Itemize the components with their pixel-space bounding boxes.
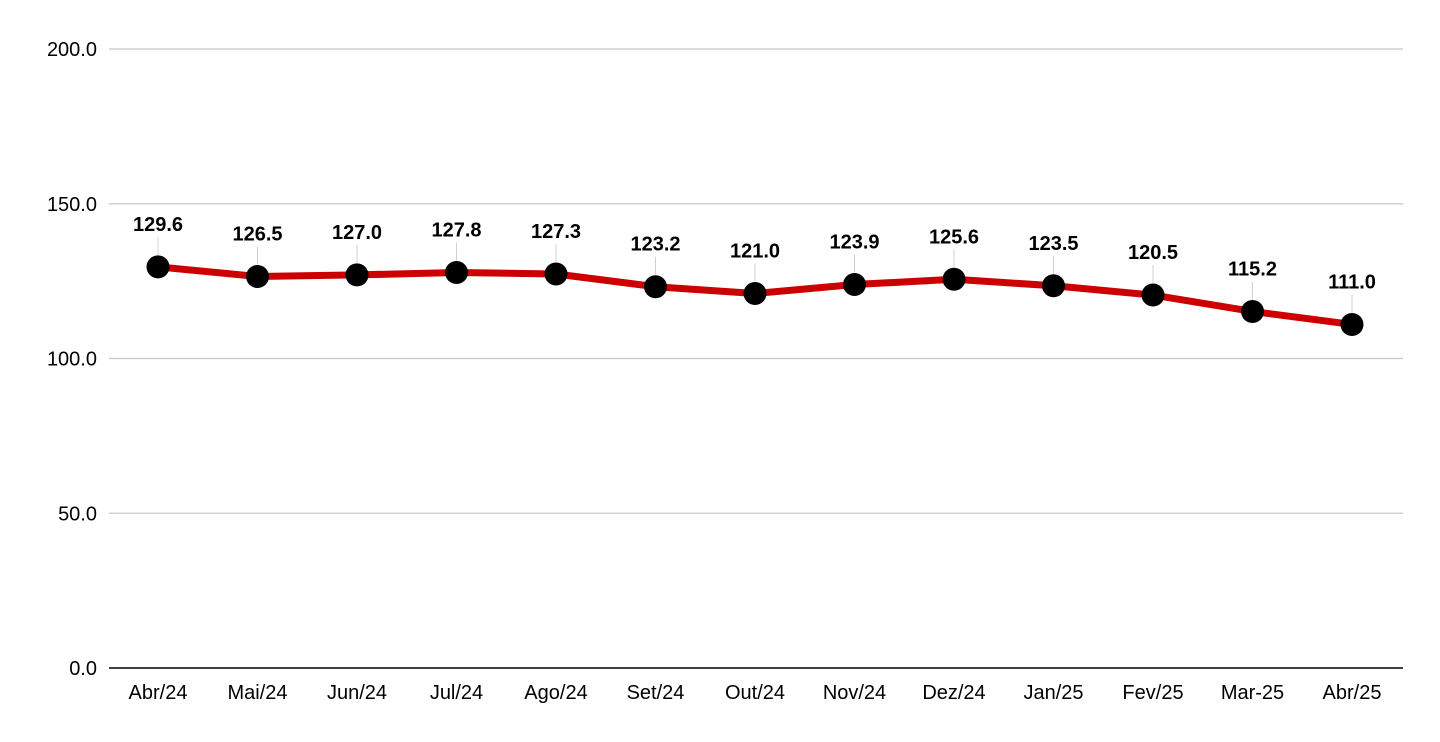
x-tick-label: Dez/24 bbox=[922, 682, 985, 704]
x-tick-label: Abr/25 bbox=[1323, 682, 1382, 704]
data-label: 125.6 bbox=[929, 226, 979, 248]
y-tick-label: 0.0 bbox=[69, 658, 97, 680]
data-point-marker bbox=[544, 262, 568, 286]
data-label: 127.0 bbox=[332, 222, 382, 244]
data-point-marker bbox=[1141, 283, 1165, 307]
data-point-marker bbox=[1340, 312, 1364, 336]
x-tick-label: Abr/24 bbox=[129, 682, 188, 704]
data-label: 123.5 bbox=[1028, 233, 1078, 255]
data-label: 123.2 bbox=[630, 234, 680, 256]
data-label: 126.5 bbox=[232, 223, 282, 245]
y-tick-label: 50.0 bbox=[58, 503, 97, 525]
x-tick-label: Mai/24 bbox=[227, 682, 287, 704]
data-point-marker bbox=[743, 282, 767, 306]
data-label: 129.6 bbox=[133, 214, 183, 236]
y-tick-label: 200.0 bbox=[47, 39, 97, 61]
x-axis-tick-labels: Abr/24 Mai/24 Jun/24 Jul/24 Ago/24 Set/24 Out/… bbox=[129, 682, 1382, 704]
x-tick-label: Mar-25 bbox=[1221, 682, 1284, 704]
data-label: 123.9 bbox=[829, 232, 879, 254]
x-tick-label: Jun/24 bbox=[327, 682, 387, 704]
data-point-marker bbox=[942, 267, 966, 291]
data-label: 115.2 bbox=[1228, 258, 1277, 280]
x-tick-label: Nov/24 bbox=[823, 682, 886, 704]
y-tick-label: 150.0 bbox=[47, 194, 97, 216]
data-point-marker bbox=[445, 260, 468, 284]
y-axis-tick-labels: 0.0 50.0 100.0 150.0 200.0 bbox=[47, 39, 97, 680]
x-tick-label: Jan/25 bbox=[1023, 682, 1083, 704]
data-label: 127.8 bbox=[431, 219, 481, 241]
data-point-marker bbox=[146, 255, 170, 279]
data-point-marker bbox=[1241, 299, 1264, 323]
x-tick-label: Ago/24 bbox=[524, 682, 587, 704]
data-label: 120.5 bbox=[1128, 242, 1178, 264]
x-tick-label: Out/24 bbox=[725, 682, 785, 704]
data-label: 111.0 bbox=[1328, 271, 1376, 293]
data-point-marker bbox=[1042, 274, 1065, 298]
data-label: 121.0 bbox=[730, 241, 780, 263]
data-point-marker bbox=[345, 263, 369, 287]
x-tick-label: Set/24 bbox=[627, 682, 685, 704]
data-label-leaders bbox=[157, 236, 1353, 313]
gridlines bbox=[109, 48, 1403, 514]
data-point-marker bbox=[246, 264, 269, 288]
x-tick-label: Jul/24 bbox=[430, 682, 483, 704]
series-markers bbox=[146, 255, 1364, 336]
data-point-marker bbox=[644, 275, 667, 299]
data-label: 127.3 bbox=[531, 221, 581, 243]
data-labels: 129.6 126.5 127.0 127.8 127.3 123.2 121.0 123.9… bbox=[133, 214, 1376, 294]
y-tick-label: 100.0 bbox=[47, 349, 97, 371]
x-tick-label: Fev/25 bbox=[1122, 682, 1183, 704]
data-point-marker bbox=[843, 273, 866, 297]
